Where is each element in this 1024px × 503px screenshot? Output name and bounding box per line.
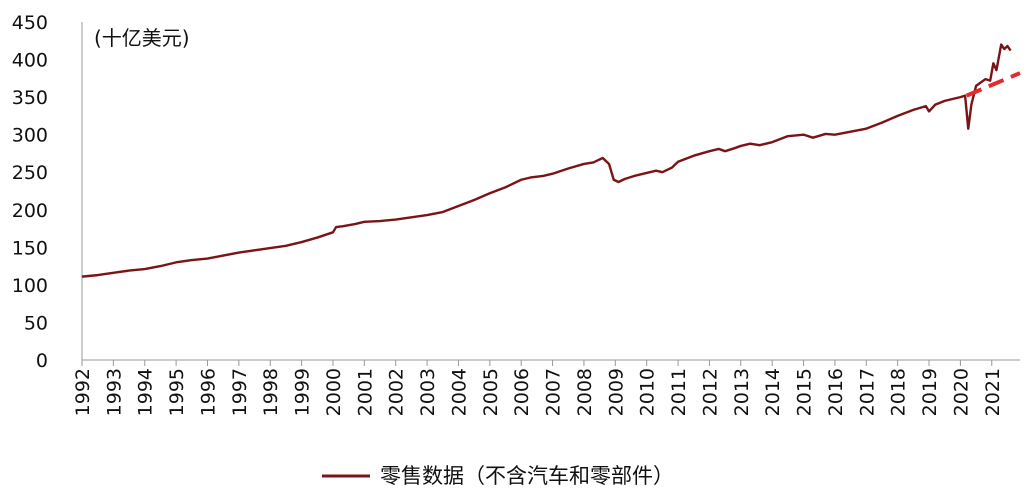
x-tick-label: 2009	[605, 368, 627, 416]
x-tick-label: 2019	[919, 368, 941, 416]
y-tick-label: 200	[12, 200, 48, 222]
x-tick-label: 1995	[166, 368, 188, 416]
y-tick-label: 350	[12, 87, 48, 109]
x-tick-label: 1993	[103, 368, 125, 416]
legend: 零售数据（不含汽车和零部件）	[322, 464, 674, 488]
x-axis-ticks: 1992 1993 1994 1995 1996 1997 1998 1999 2000 2001…	[72, 360, 1004, 416]
x-tick-label: 2015	[794, 368, 816, 416]
x-tick-label: 2002	[386, 368, 408, 416]
x-tick-label: 2000	[323, 368, 345, 416]
y-tick-label: 400	[12, 50, 48, 72]
x-tick-label: 1994	[135, 368, 157, 416]
x-tick-label: 2012	[699, 368, 721, 416]
x-tick-label: 2013	[731, 368, 753, 416]
y-tick-label: 50	[24, 312, 48, 334]
x-tick-label: 2020	[950, 368, 972, 416]
x-tick-label: 2008	[574, 368, 596, 416]
x-tick-label: 2018	[888, 368, 910, 416]
x-tick-label: 1998	[260, 368, 282, 416]
y-axis-ticks: 0 50 100 150 200 250 300 350 400 450	[12, 12, 48, 372]
x-tick-label: 2011	[668, 368, 690, 416]
x-tick-label: 1999	[292, 368, 314, 416]
x-tick-label: 2007	[543, 368, 565, 416]
unit-label: (十亿美元)	[94, 26, 190, 50]
y-tick-label: 250	[12, 162, 48, 184]
series-layer	[81, 43, 1021, 278]
x-tick-label: 2017	[856, 368, 878, 416]
x-tick-label: 1997	[229, 368, 251, 416]
x-tick-label: 2006	[511, 368, 533, 416]
y-tick-label: 300	[12, 125, 48, 147]
x-tick-label: 2016	[825, 368, 847, 416]
legend-label: 零售数据（不含汽车和零部件）	[380, 464, 674, 488]
x-tick-label: 1992	[72, 368, 94, 416]
x-tick-label: 1996	[197, 368, 219, 416]
y-tick-label: 0	[36, 350, 48, 372]
x-tick-label: 2003	[417, 368, 439, 416]
trend-line	[965, 71, 1021, 98]
x-tick-label: 2021	[982, 368, 1004, 416]
y-tick-label: 150	[12, 237, 48, 259]
x-tick-label: 2001	[354, 368, 376, 416]
x-tick-label: 2004	[448, 368, 470, 416]
x-tick-label: 2005	[480, 368, 502, 416]
x-tick-label: 2014	[762, 368, 784, 416]
series-line	[81, 43, 1012, 278]
y-tick-label: 100	[12, 275, 48, 297]
x-tick-label: 2010	[637, 368, 659, 416]
y-tick-label: 450	[12, 12, 48, 34]
